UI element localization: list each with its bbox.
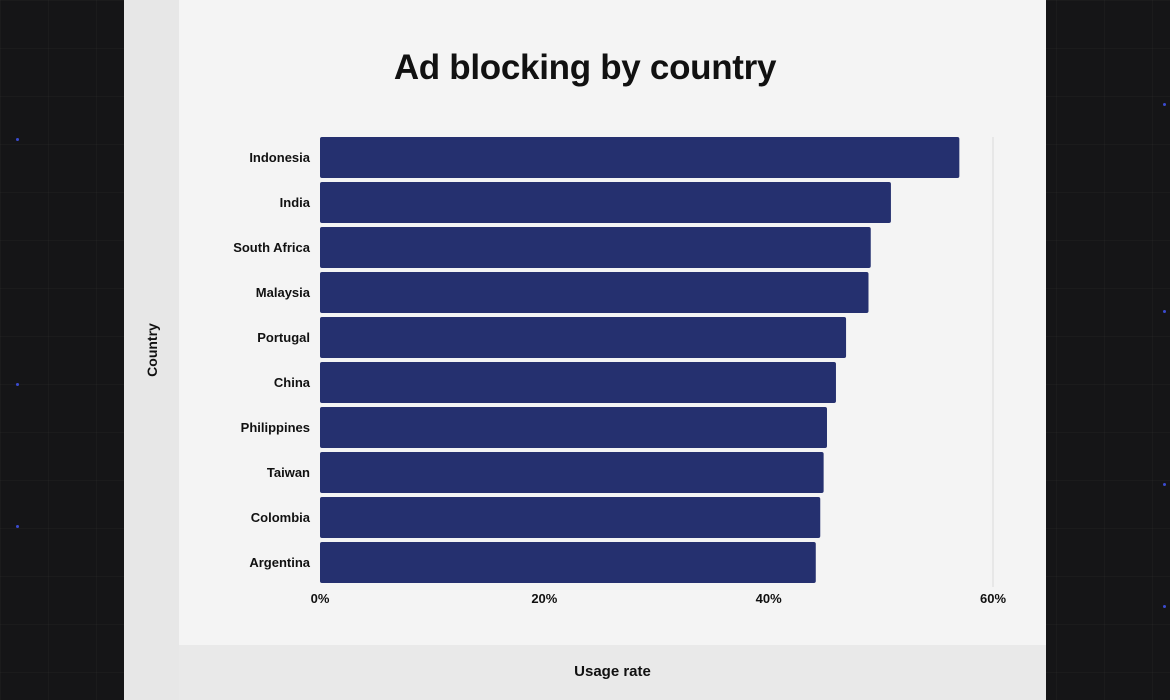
x-axis-label: Usage rate [574,663,651,680]
y-axis-strip: Country [124,0,179,700]
category-label: Portugal [257,330,310,345]
bar-malaysia [320,272,869,313]
bar-chart: Indonesia India South Africa Malaysia Portug… [233,137,1006,606]
chart-title: Ad blocking by country [393,48,777,87]
decorative-dot [1163,483,1166,486]
category-label: Philippines [241,420,310,435]
x-axis-strip [179,645,1046,700]
decorative-dot [1163,605,1166,608]
category-label: India [280,195,311,210]
decorative-dot [1163,103,1166,106]
bar-south-africa [320,227,871,268]
bar-portugal [320,317,847,358]
bar-colombia [320,497,821,538]
bar-argentina [320,542,816,583]
decorative-dot [16,525,19,528]
bar-taiwan [320,452,824,493]
decorative-dot [16,138,19,141]
category-label: Malaysia [256,285,311,300]
bar-china [320,362,836,403]
category-label: China [274,375,311,390]
category-label: Indonesia [249,150,310,165]
category-label: Taiwan [267,465,310,480]
x-tick-label: 0% [311,591,330,606]
category-label: South Africa [233,240,311,255]
x-tick-label: 20% [531,591,557,606]
category-label: Argentina [249,555,310,570]
x-tick-label: 40% [756,591,782,606]
bar-philippines [320,407,827,448]
bar-indonesia [320,137,960,178]
x-tick-label: 60% [980,591,1006,606]
chart-card: Country Ad blocking by country Usage rat… [124,0,1046,700]
decorative-dot [1163,310,1166,313]
decorative-dot [16,383,19,386]
bar-india [320,182,891,223]
category-label: Colombia [251,510,311,525]
